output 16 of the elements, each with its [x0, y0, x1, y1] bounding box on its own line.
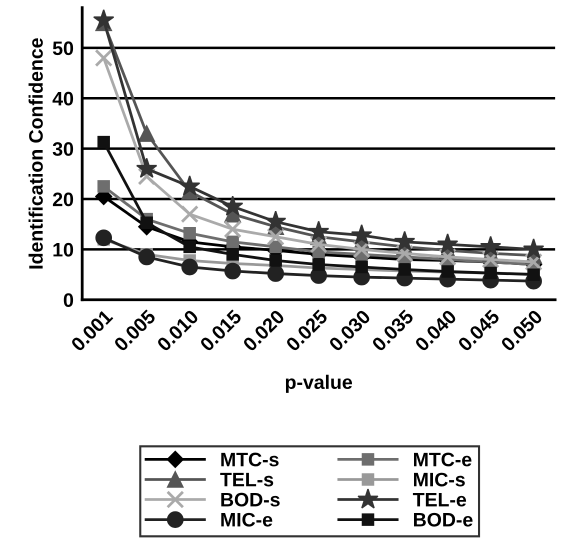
legend-label: MIC-e — [221, 512, 272, 527]
y-tick-label: 0 — [64, 293, 74, 307]
legend-label: BOD-s — [221, 492, 280, 507]
x-axis-title: p-value — [286, 374, 352, 393]
y-tick-label: 20 — [52, 192, 74, 206]
legend-label: MIC-s — [414, 472, 465, 486]
y-tick-label: 10 — [53, 242, 74, 257]
y-axis-title: Identification Confidence — [28, 38, 43, 269]
legend-label: MTC-e — [414, 452, 472, 466]
y-tick-label: 50 — [52, 41, 74, 56]
legend-label: MTC-s — [221, 452, 279, 466]
y-tick-label: 40 — [52, 92, 74, 106]
legend-label: BOD-e — [414, 512, 473, 527]
legend-label: TEL-e — [412, 492, 466, 507]
legend-label: TEL-s — [220, 472, 274, 486]
y-tick-label: 30 — [52, 142, 74, 156]
